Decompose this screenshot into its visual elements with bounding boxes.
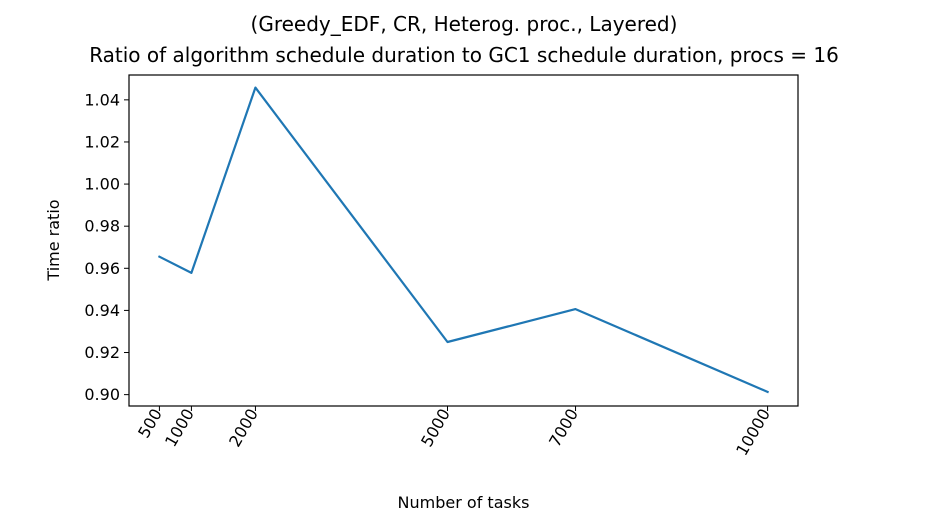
x-tick-label: 7000: [545, 405, 582, 450]
y-tick-label: 0.90: [84, 385, 120, 404]
y-tick-label: 0.98: [84, 217, 120, 236]
x-tick-label: 2000: [225, 405, 262, 450]
y-axis-ticks: 0.90 0.92 0.94 0.96 0.98 1.00 1.02 1.04: [84, 90, 129, 404]
y-tick-label: 0.94: [84, 301, 120, 320]
chart-subtitle: Ratio of algorithm schedule duration to …: [89, 43, 839, 67]
chart-title: (Greedy_EDF, CR, Heterog. proc., Layered…: [251, 12, 678, 36]
plot-frame: [128, 74, 799, 407]
x-tick-label: 1000: [161, 405, 198, 450]
x-tick-label: 10000: [732, 405, 774, 459]
y-axis-label: Time ratio: [44, 199, 63, 281]
y-tick-label: 0.92: [84, 343, 120, 362]
y-tick-label: 1.04: [84, 90, 120, 109]
y-tick-label: 0.96: [84, 259, 120, 278]
x-axis-label: Number of tasks: [398, 493, 530, 512]
series-layer: [157, 86, 770, 394]
y-tick-label: 1.00: [84, 175, 120, 194]
y-tick-label: 1.02: [84, 132, 120, 151]
x-tick-label: 500: [134, 405, 166, 441]
x-tick-label: 5000: [417, 405, 454, 450]
series-line-0: [157, 86, 770, 394]
